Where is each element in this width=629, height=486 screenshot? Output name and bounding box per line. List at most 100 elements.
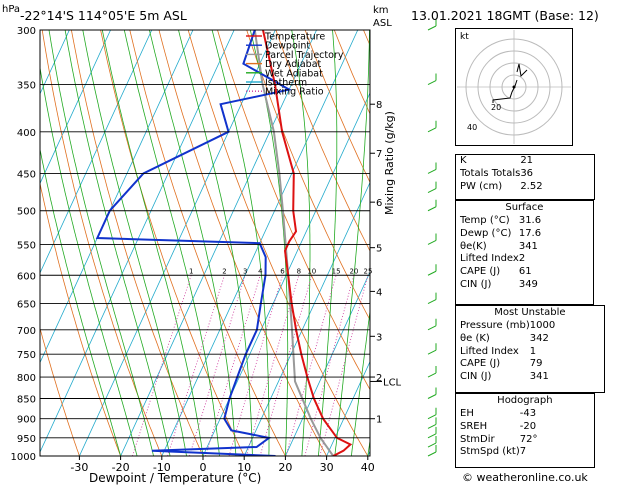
wind-barb-staff (427, 394, 437, 399)
wind-barb-staff (427, 433, 437, 439)
x-tick-label: 20 (278, 461, 292, 474)
wet-adiabat-line (82, 30, 187, 456)
legend-label: Parcel Trajectory (265, 50, 344, 61)
legend-label: Dry Adiabat (265, 59, 322, 70)
index-row: EH -43 (456, 408, 594, 421)
isotherm-line (79, 30, 276, 456)
pressure-tick-label: 450 (17, 169, 36, 180)
mixing-ratio-tick-label: 1 (189, 267, 193, 275)
wet-adiabat-line (123, 30, 220, 456)
mixing-ratio-tick-label: 15 (332, 267, 341, 275)
pressure-tick-label: 550 (17, 240, 36, 251)
index-box-surface: Surface Temp (°C) 31.6 Dewp (°C) 17.6 θe(K) 3… (455, 200, 594, 305)
wet-adiabat-line (48, 30, 154, 456)
wet-adiabat-line (334, 30, 370, 456)
index-value: 341 (518, 240, 538, 252)
height-tick-label: 8 (376, 100, 382, 111)
hodograph-ring-label: 20 (491, 103, 501, 112)
legend-label: Temperature (264, 32, 325, 43)
index-row: Lifted Index 2 (456, 253, 593, 266)
pressure-tick-label: 850 (17, 394, 36, 405)
legend-label: Dewpoint (265, 41, 310, 52)
index-label: θe (K) (460, 332, 490, 344)
index-value: 2.52 (520, 180, 543, 192)
mixing-ratio-tick-label: 20 (349, 267, 358, 275)
location-title: -22°14'S 114°05'E 5m ASL (20, 8, 187, 23)
wind-barb-staff (427, 325, 437, 331)
index-label: Pressure (mb) (460, 320, 530, 331)
index-row: StmSpd (kt) 7 (456, 446, 594, 459)
mixing-ratio-line (167, 275, 225, 456)
height-unit-label: km ASL (373, 4, 392, 30)
isotherm-line (326, 360, 370, 456)
hodograph: kt 20 40 (455, 28, 573, 146)
isotherm-line (40, 30, 111, 185)
index-box-hodograph: Hodograph EH -43 SREH -20 StmDir 72° StmSpd (k… (455, 393, 595, 468)
index-row: Lifted Index 1 (456, 346, 604, 359)
height-unit-asl: ASL (373, 18, 392, 29)
pressure-unit-label: hPa (2, 4, 21, 15)
pressure-tick-label: 500 (17, 207, 36, 218)
index-label: Lifted Index (460, 345, 519, 357)
index-row: PW (cm) 2.52 (456, 181, 594, 194)
pressure-tick-label: 400 (17, 128, 36, 139)
mixing-ratio-tick-label: 2 (222, 267, 226, 275)
index-value: -43 (519, 408, 537, 419)
index-label: SREH (460, 420, 488, 432)
index-row: CIN (J) 349 (456, 279, 593, 292)
index-label: K (460, 155, 467, 166)
height-tick-label: 3 (376, 332, 382, 343)
index-value: 61 (518, 266, 532, 278)
index-value: 17.6 (518, 227, 542, 239)
isotherm-line (285, 271, 370, 456)
wind-barb-staff (427, 423, 437, 429)
pressure-tick-label: 1000 (11, 452, 36, 463)
hodograph-upper-trace (516, 63, 528, 78)
index-value: 2 (518, 253, 526, 265)
wind-barb-staff (427, 169, 437, 174)
index-value: 349 (518, 278, 538, 290)
surface-title: Surface (505, 202, 544, 213)
index-label: Lifted Index (460, 253, 519, 265)
pressure-tick-label: 950 (17, 434, 36, 445)
index-box-top: K 21 Totals Totals 36 PW (cm) 2.52 (455, 154, 596, 200)
legend-label: Wet Adiabat (265, 68, 323, 79)
index-row: θe(K) 341 (456, 241, 593, 254)
pressure-tick-label: 900 (17, 415, 36, 426)
hodograph-ring-label: 40 (467, 123, 477, 132)
index-value: 72° (519, 433, 538, 445)
index-label: CAPE (J) (460, 358, 501, 370)
index-row: StmDir 72° (456, 434, 594, 447)
mixing-ratio-tick-label: 8 (297, 267, 301, 275)
pressure-tick-label: 350 (17, 81, 36, 92)
hodograph-unit-label: kt (460, 32, 469, 42)
wet-adiabat-line (40, 65, 138, 456)
mixing-ratio-tick-label: 10 (307, 267, 316, 275)
index-row: Temp (°C) 31.6 (456, 215, 593, 228)
index-label: StmSpd (kt) (460, 446, 520, 458)
legend-label: Isotherm (265, 78, 307, 89)
x-tick-label: 30 (320, 461, 334, 474)
index-row: Dewp (°C) 17.6 (456, 228, 593, 241)
dewpoint-line (95, 30, 292, 456)
index-value: 79 (529, 358, 543, 370)
mixing-ratio-axis-label: Mixing Ratio (g/kg) (383, 111, 396, 215)
wind-barb-staff (427, 414, 437, 420)
dry-adiabat-line (40, 326, 80, 456)
hodograph-trace (492, 79, 518, 103)
x-tick-label: -30 (70, 461, 88, 474)
height-tick-label: 6 (376, 198, 382, 209)
index-value: 31.6 (518, 215, 542, 226)
x-tick-label: 0 (200, 461, 207, 474)
index-value: 7 (519, 446, 527, 458)
hodograph-storm-motion (512, 85, 516, 89)
mixing-ratio-tick-label: 4 (258, 267, 263, 275)
index-row: Totals Totals 36 (456, 168, 594, 181)
wind-barb-staff (427, 270, 437, 276)
isotherm-line (202, 91, 370, 456)
pressure-tick-label: 650 (17, 300, 36, 311)
x-tick-label: 10 (237, 461, 251, 474)
mixing-ratio-line (228, 275, 283, 456)
height-tick-label: 4 (376, 287, 382, 298)
pressure-tick-label: 700 (17, 326, 36, 337)
